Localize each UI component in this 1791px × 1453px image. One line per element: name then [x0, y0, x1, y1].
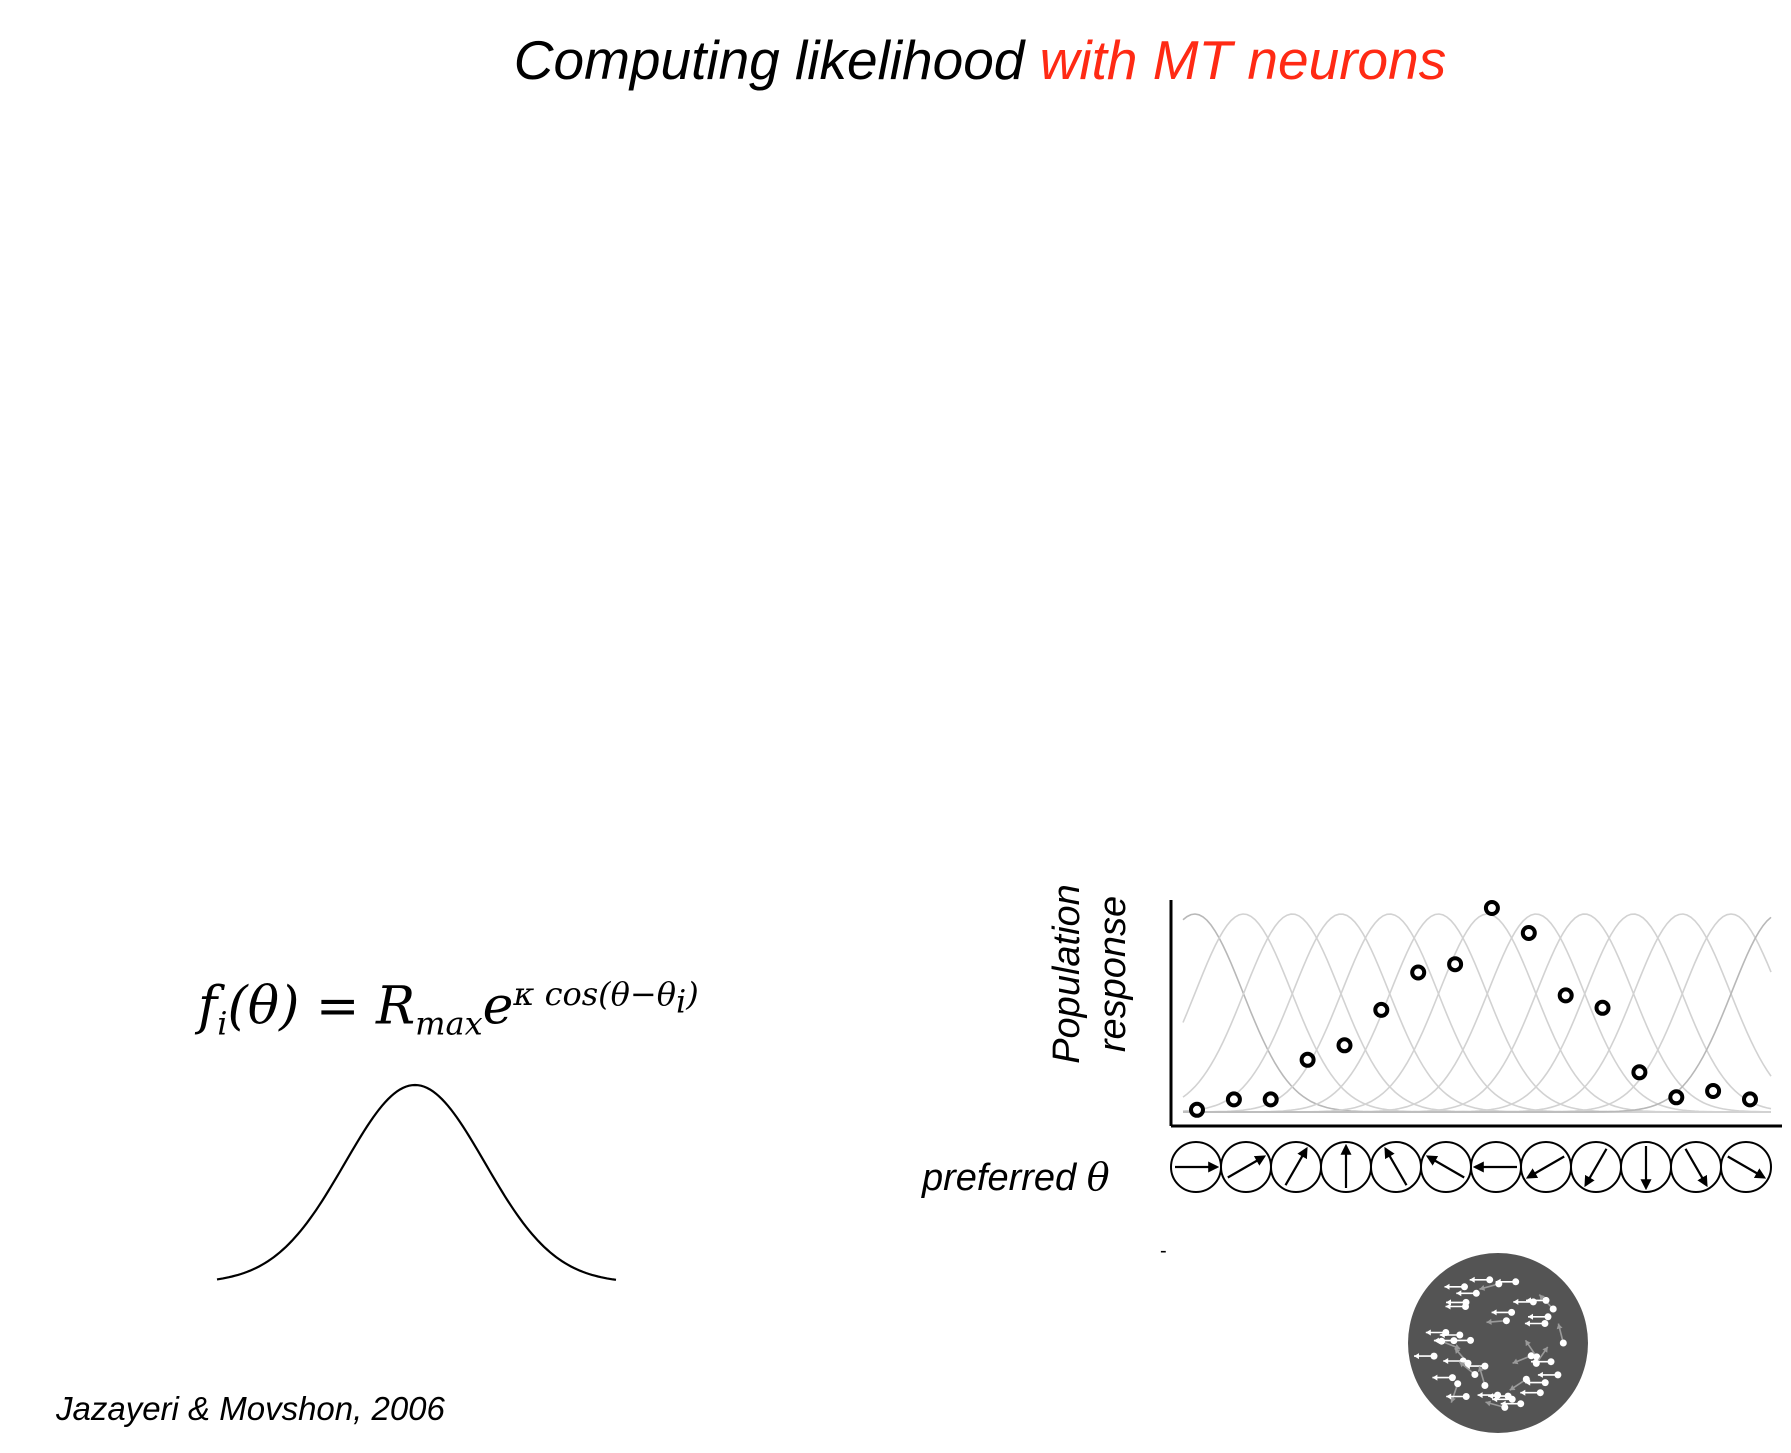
- data-point: [1262, 1091, 1279, 1108]
- tuning-formula: fi(θ) = Rmaxeκ cos(θ−θi): [198, 975, 699, 1043]
- tuning-curve-1: [1182, 913, 1771, 1113]
- direction-icon: [1470, 1141, 1522, 1193]
- direction-icon: [1220, 1141, 1272, 1193]
- noise-dot: [1477, 1366, 1489, 1389]
- slide-title: Computing likelihood with MT neurons: [0, 28, 1791, 92]
- tuning-curve: [216, 1083, 617, 1281]
- noise-dot: [1524, 1339, 1541, 1361]
- title-main: Computing likelihood: [513, 29, 1040, 91]
- preferred-direction-icons: [1170, 1141, 1772, 1193]
- data-point: [1225, 1091, 1242, 1108]
- bell-curve: [216, 1083, 617, 1281]
- coherent-dot: [1439, 1331, 1464, 1339]
- x-axis-label: preferred θ: [922, 1155, 1110, 1199]
- direction-icon: [1520, 1141, 1572, 1193]
- noise-dot: [1458, 1361, 1479, 1378]
- noise-dot: [1450, 1380, 1462, 1403]
- coherent-dot: [1414, 1352, 1438, 1360]
- coherent-dot: [1537, 1371, 1562, 1379]
- noise-dot: [1532, 1346, 1549, 1367]
- tuning-curve-12: [1183, 916, 1772, 1113]
- data-point: [1520, 925, 1537, 941]
- direction-icon: [1670, 1141, 1722, 1193]
- direction-icon: [1370, 1141, 1422, 1193]
- direction-icon: [1720, 1141, 1772, 1193]
- noise-dot: [1485, 1400, 1509, 1411]
- coherent-dot: [1432, 1374, 1456, 1382]
- data-point: [1373, 1001, 1390, 1018]
- population-tuning-curves: [1182, 913, 1772, 1113]
- data-point: [1189, 1101, 1205, 1118]
- coherent-dot: [1520, 1389, 1544, 1397]
- coherent-dot: [1425, 1329, 1450, 1336]
- direction-icon: [1620, 1141, 1672, 1193]
- noise-dot: [1512, 1352, 1535, 1365]
- data-point: [1336, 1037, 1353, 1054]
- random-dot-stimulus: [1408, 1253, 1588, 1433]
- noise-dot: [1509, 1375, 1530, 1391]
- data-point: [1447, 956, 1464, 973]
- coherent-dot: [1495, 1278, 1520, 1286]
- noise-dot: [1486, 1317, 1510, 1325]
- population-response-points: [1189, 900, 1758, 1118]
- data-point: [1410, 964, 1427, 981]
- direction-icon: [1570, 1141, 1622, 1193]
- coherent-dot: [1446, 1393, 1470, 1400]
- data-point: [1557, 987, 1574, 1004]
- data-point: [1483, 900, 1500, 916]
- coherent-dot: [1491, 1308, 1516, 1316]
- chart-axes: [1169, 900, 1782, 1128]
- direction-icon: [1170, 1141, 1222, 1193]
- coherent-dot: [1450, 1336, 1474, 1344]
- direction-icon: [1320, 1141, 1372, 1193]
- data-point: [1594, 999, 1611, 1016]
- noise-dot: [1438, 1337, 1461, 1350]
- title-highlight: with MT neurons: [1039, 29, 1447, 91]
- coherent-dot: [1456, 1289, 1480, 1297]
- data-point: [1631, 1064, 1648, 1081]
- coherent-dot: [1444, 1283, 1468, 1291]
- coherent-dot: [1528, 1313, 1552, 1321]
- data-point: [1705, 1083, 1722, 1099]
- minor-mark: -: [1160, 1240, 1167, 1262]
- data-point: [1742, 1091, 1758, 1108]
- citation: Jazayeri & Movshon, 2006: [56, 1390, 445, 1427]
- coherent-dot: [1488, 1392, 1512, 1400]
- data-point: [1668, 1089, 1685, 1106]
- coherent-dot: [1469, 1276, 1494, 1284]
- noise-dot: [1556, 1323, 1567, 1347]
- coherent-dot: [1524, 1320, 1549, 1327]
- direction-icon: [1420, 1141, 1472, 1193]
- direction-icon: [1270, 1141, 1322, 1193]
- data-point: [1299, 1051, 1316, 1068]
- coherent-dot: [1526, 1296, 1550, 1304]
- coherent-dot: [1445, 1303, 1469, 1310]
